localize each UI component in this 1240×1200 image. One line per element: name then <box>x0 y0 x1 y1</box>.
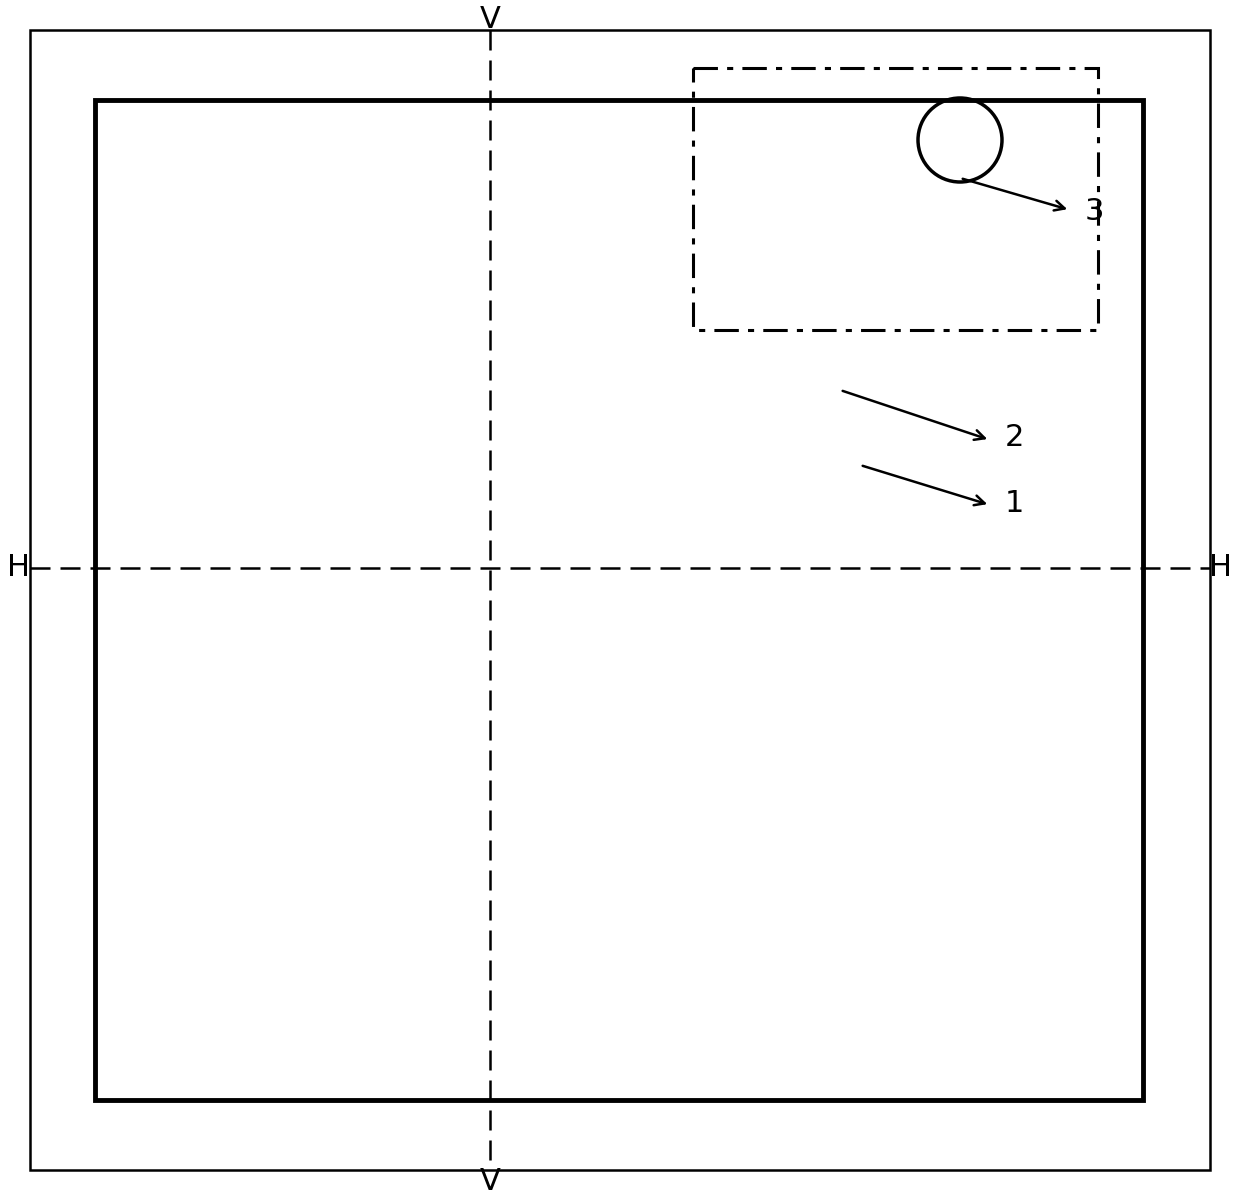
Bar <box>95 100 1143 1100</box>
Text: H: H <box>1209 553 1231 582</box>
Text: H: H <box>6 553 30 582</box>
Text: V: V <box>480 1168 501 1196</box>
Text: V: V <box>480 6 501 35</box>
Bar <box>693 68 1097 330</box>
Text: 2: 2 <box>1004 424 1024 452</box>
Text: 1: 1 <box>1004 488 1024 517</box>
Text: 3: 3 <box>1085 198 1105 227</box>
